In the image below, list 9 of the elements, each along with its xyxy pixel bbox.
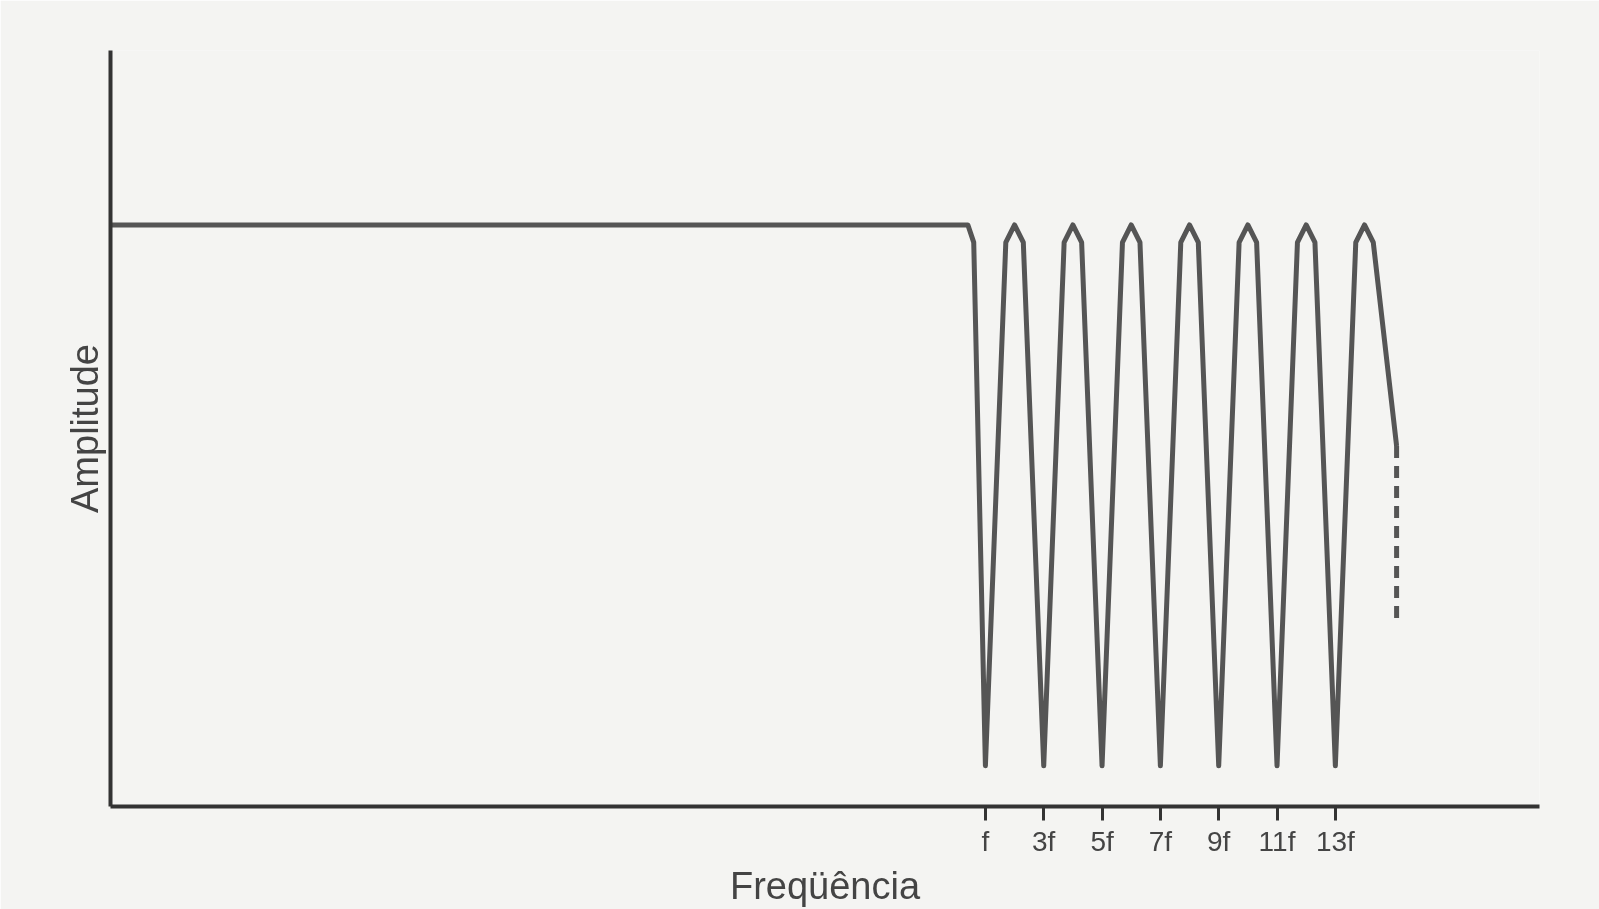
x-tick-label: 7f	[1148, 825, 1173, 857]
x-tick-label: 11f	[1258, 825, 1296, 857]
x-tick-label: f	[981, 825, 990, 857]
x-axis-title: Freqüência	[729, 864, 921, 907]
x-tick-label: 3f	[1032, 825, 1056, 857]
x-tick-label: 5f	[1090, 825, 1114, 857]
x-tick-label: 9f	[1207, 825, 1231, 857]
y-axis-title: Amplitude	[63, 344, 106, 513]
x-tick-label: 13f	[1315, 825, 1356, 857]
